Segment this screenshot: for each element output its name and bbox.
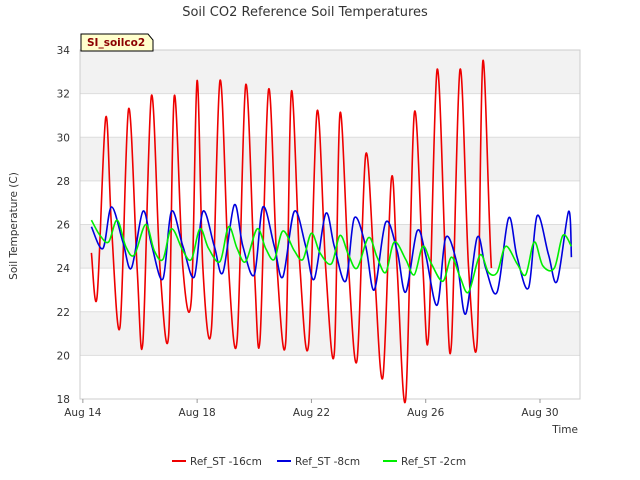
series-line	[90, 59, 493, 404]
background-band	[80, 268, 580, 312]
station-badge: SI_soilco2	[80, 33, 154, 52]
legend-label: Ref_ST -8cm	[295, 456, 360, 468]
series-lines	[90, 59, 573, 404]
y-tick-label: 24	[57, 263, 71, 275]
y-tick-label: 28	[57, 176, 70, 188]
y-tick-label: 22	[57, 307, 70, 319]
x-tick-label: Aug 18	[179, 407, 216, 419]
series-line	[90, 204, 573, 315]
y-tick-label: 20	[57, 350, 70, 362]
background-band	[80, 50, 580, 94]
background-bands	[80, 50, 580, 399]
y-tick-label: 34	[57, 45, 71, 57]
badge-box	[80, 33, 154, 52]
x-tick-label: Aug 26	[407, 407, 445, 419]
y-axis: 18 20 22 24 26 28 30 32 34	[57, 45, 71, 406]
legend: Ref_ST -16cm Ref_ST -8cm Ref_ST -2cm	[172, 456, 466, 468]
y-tick-label: 30	[57, 132, 70, 144]
background-band	[80, 137, 580, 181]
x-tick-label: Aug 14	[64, 407, 102, 419]
legend-label: Ref_ST -2cm	[401, 456, 466, 468]
plot-area	[79, 49, 581, 400]
series-line	[90, 219, 573, 294]
badge-label: SI_soilco2	[87, 37, 145, 49]
x-axis-label: Time	[551, 424, 578, 436]
background-band	[80, 224, 580, 269]
background-band	[80, 355, 580, 399]
x-tick-label: Aug 30	[521, 407, 558, 419]
background-band	[80, 93, 580, 138]
y-tick-label: 32	[57, 89, 70, 101]
legend-label: Ref_ST -16cm	[190, 456, 262, 468]
x-axis: Aug 14 Aug 18 Aug 22 Aug 26 Aug 30	[64, 399, 559, 419]
y-axis-label: Soil Temperature (C)	[8, 172, 20, 280]
x-tick-label: Aug 22	[293, 407, 330, 419]
y-tick-label: 26	[57, 220, 71, 232]
chart-title: Soil CO2 Reference Soil Temperatures	[182, 5, 428, 20]
background-band	[80, 180, 580, 225]
y-tick-label: 18	[57, 394, 70, 406]
